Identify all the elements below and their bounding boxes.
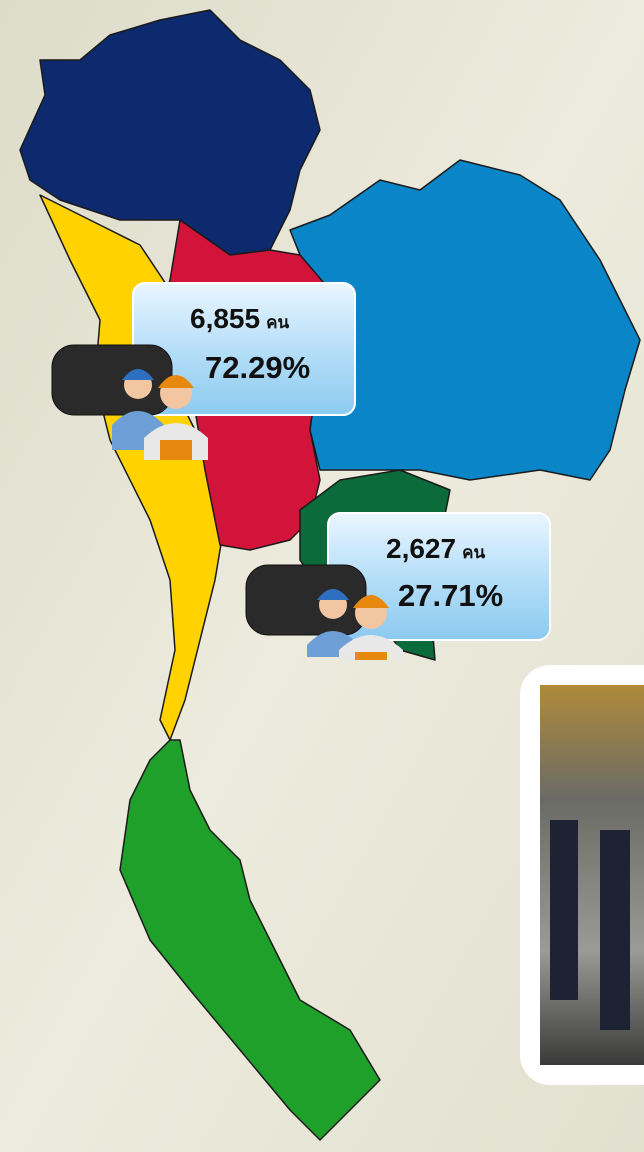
unit: คน — [266, 313, 289, 332]
percent: 27.71% — [398, 578, 503, 613]
photo-figure — [550, 820, 578, 1000]
count: 2,627 — [386, 533, 456, 564]
percent: 72.29% — [205, 350, 310, 385]
map-infographic: 6,855 คน 72.29% 2,627 คน 27.71% — [0, 0, 644, 1152]
photo-figure — [600, 830, 630, 1030]
page: 6,855คน 72.29% 2,627คน 27.71% (() => { c… — [0, 0, 644, 1152]
unit: คน — [462, 543, 485, 562]
photo-frame — [520, 665, 644, 1085]
count: 6,855 — [190, 303, 260, 334]
